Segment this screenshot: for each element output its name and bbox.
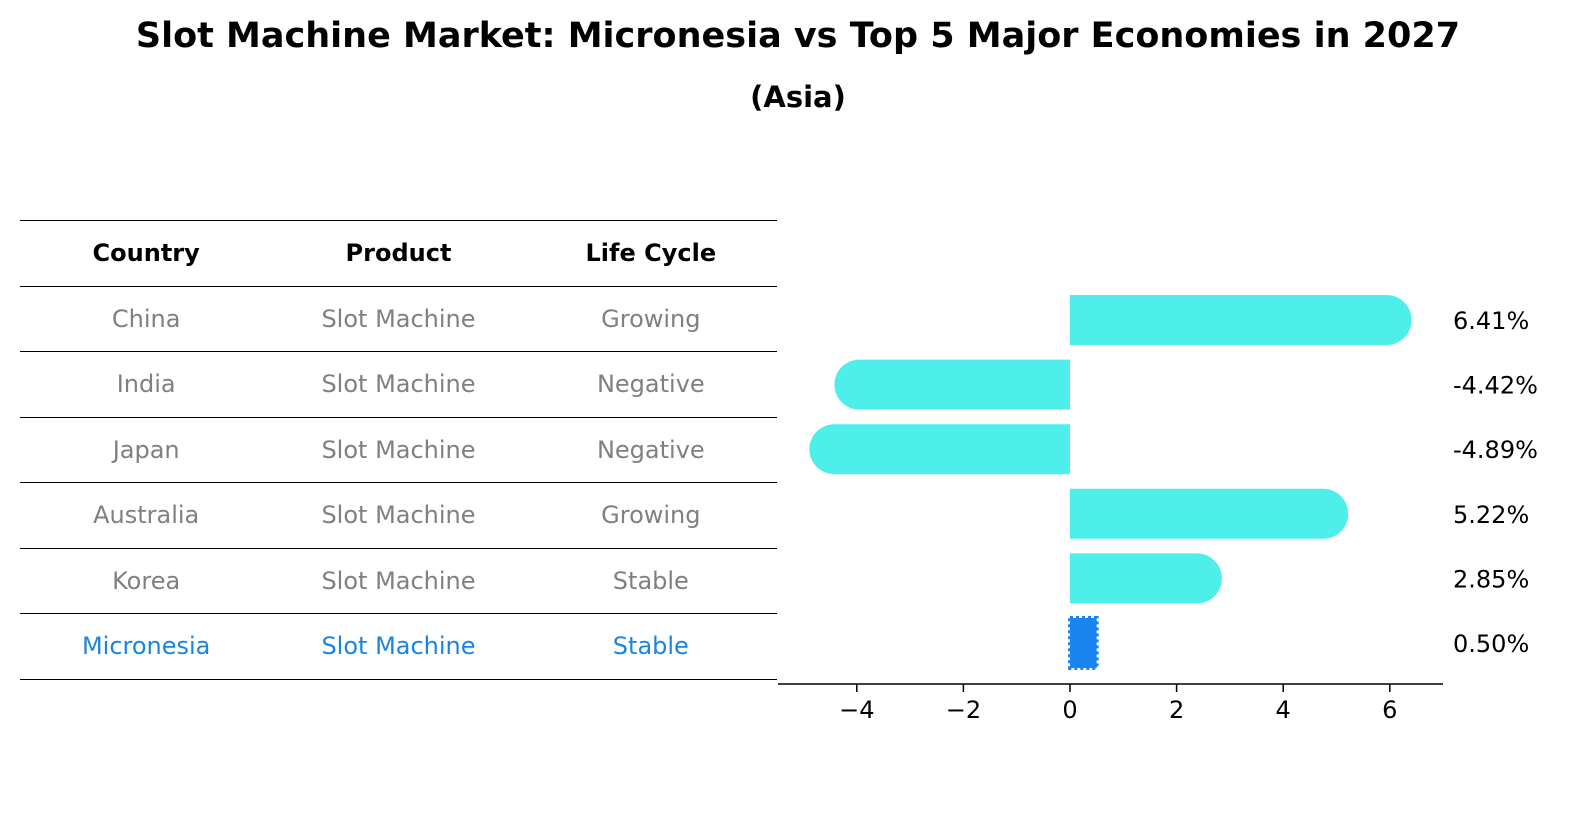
bar-korea (1070, 553, 1222, 604)
life-cycle-cell: Stable (612, 632, 689, 661)
table-row: Japan Slot Machine Negative (20, 418, 777, 483)
product-cell: Slot Machine (321, 632, 476, 661)
column-header-life-cycle: Life Cycle (585, 239, 717, 268)
table-row: India Slot Machine Negative (20, 352, 777, 418)
x-tick-label: 6 (1382, 696, 1397, 724)
value-label-india: -4.42% (1453, 372, 1538, 400)
bar-shape (1070, 488, 1349, 539)
product-cell: Slot Machine (321, 435, 476, 464)
bar-shape (809, 424, 1070, 475)
table-row: Korea Slot Machine Stable (20, 549, 777, 614)
bar-japan (809, 424, 1070, 475)
value-label-micronesia: 0.50% (1453, 630, 1529, 658)
country-cell: Japan (112, 435, 180, 464)
product-cell: Slot Machine (321, 501, 476, 530)
bar-australia (1070, 488, 1349, 539)
x-tick-label: 4 (1276, 696, 1291, 724)
bar-micronesia (1068, 616, 1099, 670)
value-label-japan: -4.89% (1453, 436, 1538, 464)
x-tick-label: 2 (1169, 696, 1184, 724)
bar-shape (1070, 295, 1412, 345)
life-cycle-cell: Growing (601, 501, 701, 530)
table-row-highlight: Micronesia Slot Machine Stable (20, 614, 777, 680)
country-cell: India (116, 370, 176, 399)
chart-subtitle: (Asia) (750, 80, 846, 114)
value-label-australia: 5.22% (1453, 501, 1529, 529)
bars-layer (809, 295, 1412, 670)
value-label-korea: 2.85% (1453, 565, 1529, 593)
life-cycle-cell: Stable (612, 566, 689, 595)
country-cell: Australia (93, 501, 200, 530)
table-header-row: Country Product Life Cycle (20, 220, 777, 287)
column-header-country: Country (92, 239, 200, 268)
bar-rect (1068, 616, 1099, 670)
table-row: Australia Slot Machine Growing (20, 483, 777, 549)
product-cell: Slot Machine (321, 304, 476, 333)
x-tick-label: 0 (1062, 696, 1077, 724)
value-labels-layer: 6.41% -4.42% -4.89% 5.22% 2.85% 0.50% (1453, 307, 1538, 658)
value-label-china: 6.41% (1453, 307, 1529, 335)
bar-china (1070, 295, 1412, 345)
bar-shape (834, 359, 1070, 410)
bar-shape (1070, 553, 1222, 604)
country-cell: Micronesia (81, 632, 211, 661)
chart-title: Slot Machine Market: Micronesia vs Top 5… (135, 16, 1461, 56)
product-cell: Slot Machine (321, 566, 476, 595)
comparison-table: Country Product Life Cycle China Slot Ma… (20, 220, 777, 680)
country-cell: China (111, 304, 181, 333)
product-cell: Slot Machine (321, 370, 476, 399)
x-axis: −4 −2 0 2 4 6 (778, 683, 1443, 724)
table-row: China Slot Machine Growing (20, 287, 777, 352)
x-tick-label: −2 (946, 696, 981, 724)
bar-india (834, 359, 1070, 410)
country-cell: Korea (112, 566, 181, 595)
life-cycle-cell: Negative (596, 435, 705, 464)
life-cycle-cell: Growing (601, 304, 701, 333)
x-tick-label: −4 (839, 696, 874, 724)
column-header-product: Product (345, 239, 452, 268)
life-cycle-cell: Negative (596, 370, 705, 399)
